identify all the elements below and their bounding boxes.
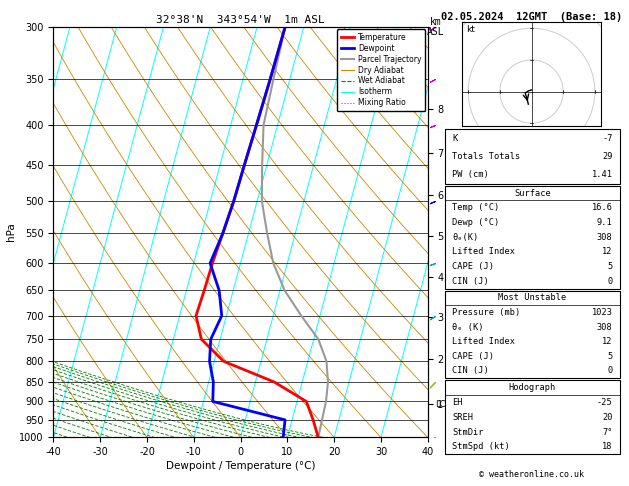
Text: 308: 308 <box>597 233 613 242</box>
Text: 0: 0 <box>608 277 613 286</box>
Text: Most Unstable: Most Unstable <box>498 294 567 302</box>
Text: Surface: Surface <box>514 189 551 197</box>
Text: ASL: ASL <box>426 27 444 37</box>
Text: 12: 12 <box>602 337 613 346</box>
Text: 18: 18 <box>602 442 613 451</box>
Text: 20: 20 <box>602 413 613 422</box>
Title: 32°38'N  343°54'W  1m ASL: 32°38'N 343°54'W 1m ASL <box>156 15 325 25</box>
Text: Lifted Index: Lifted Index <box>452 247 515 257</box>
Text: Hodograph: Hodograph <box>509 383 556 392</box>
Text: 7°: 7° <box>602 428 613 436</box>
Text: km: km <box>430 17 441 27</box>
Text: K: K <box>452 134 457 143</box>
Text: EH: EH <box>452 398 463 407</box>
Text: -25: -25 <box>597 398 613 407</box>
Text: Temp (°C): Temp (°C) <box>452 203 499 212</box>
Text: SREH: SREH <box>452 413 473 422</box>
Text: 0: 0 <box>608 366 613 375</box>
Text: CIN (J): CIN (J) <box>452 366 489 375</box>
Text: 9.1: 9.1 <box>597 218 613 227</box>
Text: Totals Totals: Totals Totals <box>452 152 521 161</box>
Text: 12: 12 <box>602 247 613 257</box>
Text: 29: 29 <box>602 152 613 161</box>
Text: Pressure (mb): Pressure (mb) <box>452 308 521 317</box>
Text: PW (cm): PW (cm) <box>452 170 489 179</box>
X-axis label: Dewpoint / Temperature (°C): Dewpoint / Temperature (°C) <box>166 461 315 471</box>
Text: CAPE (J): CAPE (J) <box>452 352 494 361</box>
Text: CIN (J): CIN (J) <box>452 277 489 286</box>
Text: θₑ(K): θₑ(K) <box>452 233 479 242</box>
Legend: Temperature, Dewpoint, Parcel Trajectory, Dry Adiabat, Wet Adiabat, Isotherm, Mi: Temperature, Dewpoint, Parcel Trajectory… <box>337 29 425 111</box>
Text: 5: 5 <box>608 262 613 271</box>
Text: 1023: 1023 <box>592 308 613 317</box>
Text: θₑ (K): θₑ (K) <box>452 323 484 331</box>
Text: kt: kt <box>466 25 475 34</box>
Text: CAPE (J): CAPE (J) <box>452 262 494 271</box>
Text: Lifted Index: Lifted Index <box>452 337 515 346</box>
Text: 02.05.2024  12GMT  (Base: 18): 02.05.2024 12GMT (Base: 18) <box>441 12 622 22</box>
Text: 5: 5 <box>608 352 613 361</box>
Text: 308: 308 <box>597 323 613 331</box>
Text: LCL: LCL <box>435 399 450 409</box>
Text: © weatheronline.co.uk: © weatheronline.co.uk <box>479 469 584 479</box>
Text: 16.6: 16.6 <box>592 203 613 212</box>
Text: 1.41: 1.41 <box>592 170 613 179</box>
Text: Dewp (°C): Dewp (°C) <box>452 218 499 227</box>
Text: StmDir: StmDir <box>452 428 484 436</box>
Text: StmSpd (kt): StmSpd (kt) <box>452 442 510 451</box>
Text: -7: -7 <box>602 134 613 143</box>
Y-axis label: hPa: hPa <box>6 223 16 242</box>
